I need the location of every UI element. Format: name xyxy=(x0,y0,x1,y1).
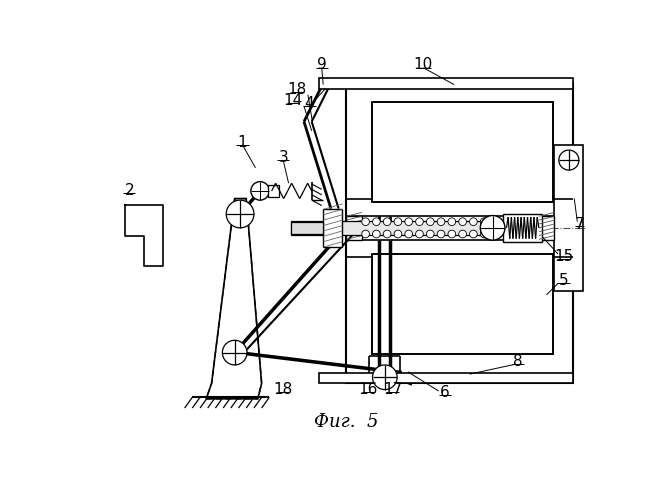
Circle shape xyxy=(373,365,397,390)
Text: 16: 16 xyxy=(358,382,378,397)
Circle shape xyxy=(559,150,579,170)
Circle shape xyxy=(448,218,455,226)
Circle shape xyxy=(459,230,467,238)
Circle shape xyxy=(459,218,467,226)
Bar xyxy=(372,254,553,354)
Text: 2: 2 xyxy=(125,184,134,198)
Text: 1: 1 xyxy=(237,135,247,150)
Circle shape xyxy=(416,230,424,238)
Text: 5: 5 xyxy=(559,274,568,288)
Circle shape xyxy=(373,218,380,226)
Circle shape xyxy=(383,230,391,238)
Text: 10: 10 xyxy=(414,57,433,72)
Text: 14: 14 xyxy=(284,94,303,108)
Circle shape xyxy=(383,218,391,226)
Circle shape xyxy=(416,218,424,226)
Circle shape xyxy=(362,230,369,238)
Circle shape xyxy=(426,230,434,238)
Circle shape xyxy=(480,218,488,226)
Bar xyxy=(346,216,362,240)
Circle shape xyxy=(373,230,380,238)
Bar xyxy=(554,144,583,291)
Text: 9: 9 xyxy=(317,57,327,72)
Circle shape xyxy=(226,200,254,228)
Text: 8: 8 xyxy=(513,354,523,370)
Circle shape xyxy=(437,230,445,238)
Bar xyxy=(320,78,573,90)
Circle shape xyxy=(448,230,455,238)
Bar xyxy=(346,83,573,384)
Polygon shape xyxy=(206,198,262,399)
Text: Фиг.  5: Фиг. 5 xyxy=(314,413,379,431)
Circle shape xyxy=(362,218,369,226)
Bar xyxy=(291,221,497,235)
Circle shape xyxy=(405,218,412,226)
Text: 18: 18 xyxy=(274,382,293,397)
Text: 6: 6 xyxy=(440,385,450,400)
Text: 4: 4 xyxy=(304,96,314,112)
Circle shape xyxy=(469,218,477,226)
Text: 7: 7 xyxy=(575,216,585,232)
Text: 3: 3 xyxy=(278,150,288,166)
Circle shape xyxy=(394,230,402,238)
Text: 18: 18 xyxy=(288,82,307,97)
Circle shape xyxy=(405,230,412,238)
Bar xyxy=(324,208,343,247)
Text: 17: 17 xyxy=(383,382,402,397)
Circle shape xyxy=(480,230,488,238)
Bar xyxy=(268,184,279,197)
Bar xyxy=(291,222,324,234)
Bar xyxy=(372,254,553,354)
Bar xyxy=(372,102,553,202)
Text: 15: 15 xyxy=(554,249,573,264)
Bar xyxy=(539,216,554,240)
Circle shape xyxy=(251,182,269,200)
Bar xyxy=(320,372,573,384)
Circle shape xyxy=(222,340,247,365)
Circle shape xyxy=(426,218,434,226)
Circle shape xyxy=(394,218,402,226)
Circle shape xyxy=(469,230,477,238)
Bar xyxy=(503,214,542,242)
Bar xyxy=(372,102,553,202)
Circle shape xyxy=(437,218,445,226)
Circle shape xyxy=(480,216,505,240)
